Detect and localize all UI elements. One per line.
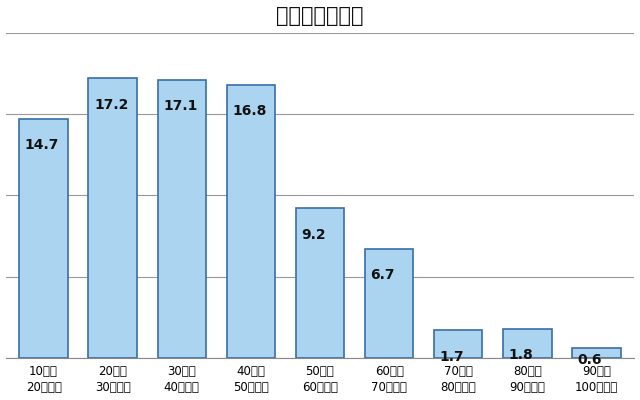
Text: 1.8: 1.8 xyxy=(509,348,533,362)
Bar xyxy=(503,328,552,358)
Text: 16.8: 16.8 xyxy=(232,104,267,118)
Text: 0.6: 0.6 xyxy=(578,353,602,367)
Bar xyxy=(19,119,68,358)
Text: 9.2: 9.2 xyxy=(301,228,326,242)
Bar xyxy=(296,208,344,358)
Bar xyxy=(434,330,483,358)
Bar xyxy=(365,249,413,358)
Text: 6.7: 6.7 xyxy=(371,268,395,282)
Bar xyxy=(227,85,275,358)
Text: 1.7: 1.7 xyxy=(440,350,464,364)
Text: 14.7: 14.7 xyxy=(25,138,60,152)
Bar xyxy=(572,348,621,358)
Bar xyxy=(157,80,206,358)
Title: 年代別の構成比: 年代別の構成比 xyxy=(276,6,364,26)
Text: 17.1: 17.1 xyxy=(163,99,198,113)
Text: 17.2: 17.2 xyxy=(94,98,129,112)
Bar xyxy=(88,78,137,358)
